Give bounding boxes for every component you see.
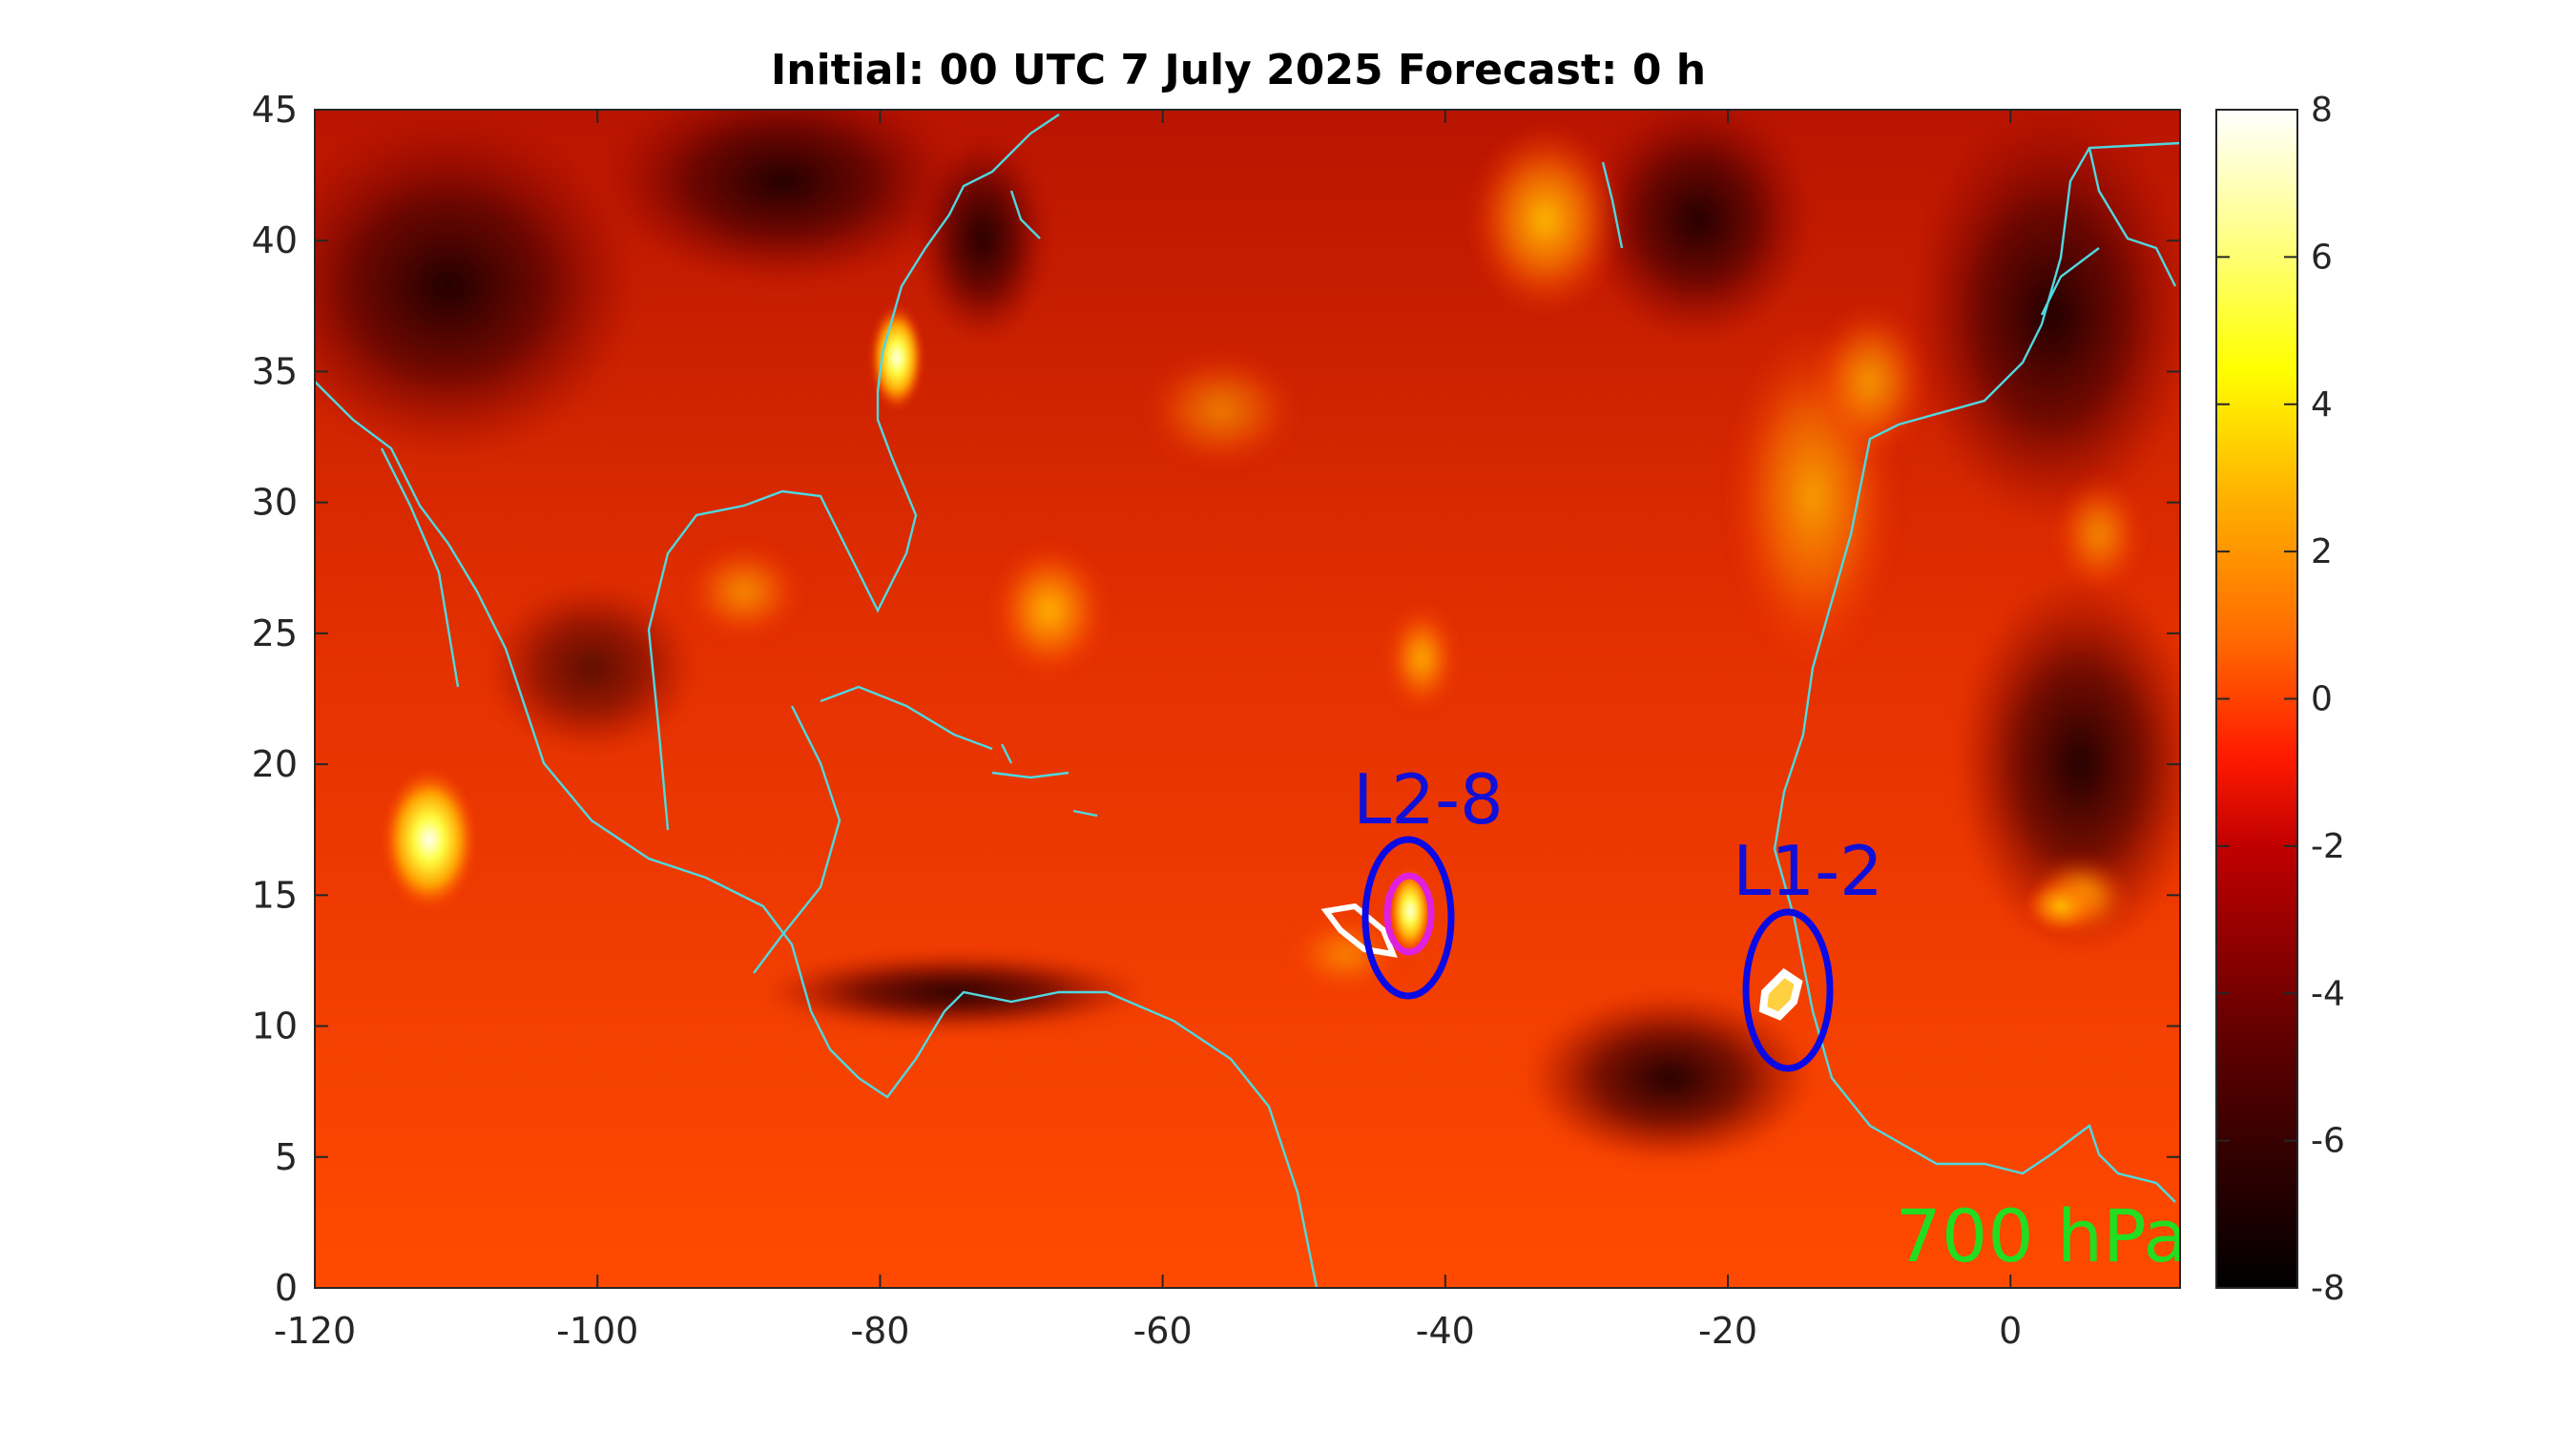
system-label-l1-2: L1-2 [1733,831,1883,911]
x-axis-tick-marks [314,110,2012,1288]
colorbar-tick-label: -2 [2311,827,2345,866]
x-tick-label: -80 [850,1310,909,1352]
colorbar-tick-label: 0 [2311,680,2333,719]
colorbar-tick-label: 8 [2311,91,2333,130]
system-label-l2-8: L2-8 [1353,759,1504,840]
y-tick-label: 25 [252,612,298,654]
system-ring-l2-8 [1361,836,1455,1000]
level-label: 700 hPa [1896,1193,2188,1278]
y-tick-label: 20 [252,743,298,785]
x-tick-label: -40 [1416,1310,1475,1352]
colorbar-tick-label: -8 [2311,1269,2345,1308]
map-panel: L2-8 L1-2 700 hPa -120 -100 -80 -60 -40 … [252,89,2188,1352]
contour-l1-2 [1758,967,1803,1021]
inner-ring-l2-8 [1383,872,1435,956]
colorbar-tick-label: -6 [2311,1122,2345,1161]
colorbar-scale [2215,109,2298,1289]
x-tick-label: -120 [274,1310,356,1352]
system-l1-2: L1-2 [1733,831,1883,1072]
field-texture [315,110,2180,1164]
colorbar-tick-label: -4 [2311,974,2345,1013]
colorbar-tick-label: 4 [2311,385,2333,425]
y-tick-label: 10 [252,1006,298,1047]
colorbar-tick-label: 6 [2311,238,2333,277]
y-tick-label: 30 [252,482,298,524]
warm-core-carolinas [870,305,924,410]
colorbar: 8 6 4 2 0 -2 -4 -6 -8 [2215,91,2345,1308]
y-tick-label: 0 [275,1267,298,1309]
x-tick-label: -100 [556,1310,638,1352]
system-l2-8: L2-8 [1320,759,1504,1000]
coastlines [315,114,2180,1288]
y-axis: 0 5 10 15 20 25 30 35 40 45 [252,89,298,1309]
system-ring-l1-2 [1742,908,1834,1072]
y-tick-label: 15 [252,874,298,916]
x-tick-label: -60 [1133,1310,1193,1352]
x-axis: -120 -100 -80 -60 -40 -20 0 [274,1310,2022,1352]
colorbar-tick-label: 2 [2311,532,2333,571]
y-tick-label: 35 [252,350,298,392]
y-tick-label: 45 [252,89,298,131]
contour-l2-8 [1320,902,1398,958]
y-axis-tick-marks [315,109,2180,1289]
plot-frame [314,109,2181,1289]
x-tick-label: 0 [1999,1310,2022,1352]
y-tick-label: 40 [252,219,298,261]
chart-title: Initial: 00 UTC 7 July 2025 Forecast: 0 … [771,46,1706,94]
colorbar-tick-marks [2216,109,2297,1289]
warm-core-pacific [382,768,477,911]
x-tick-label: -20 [1698,1310,1757,1352]
y-tick-label: 5 [275,1136,298,1178]
